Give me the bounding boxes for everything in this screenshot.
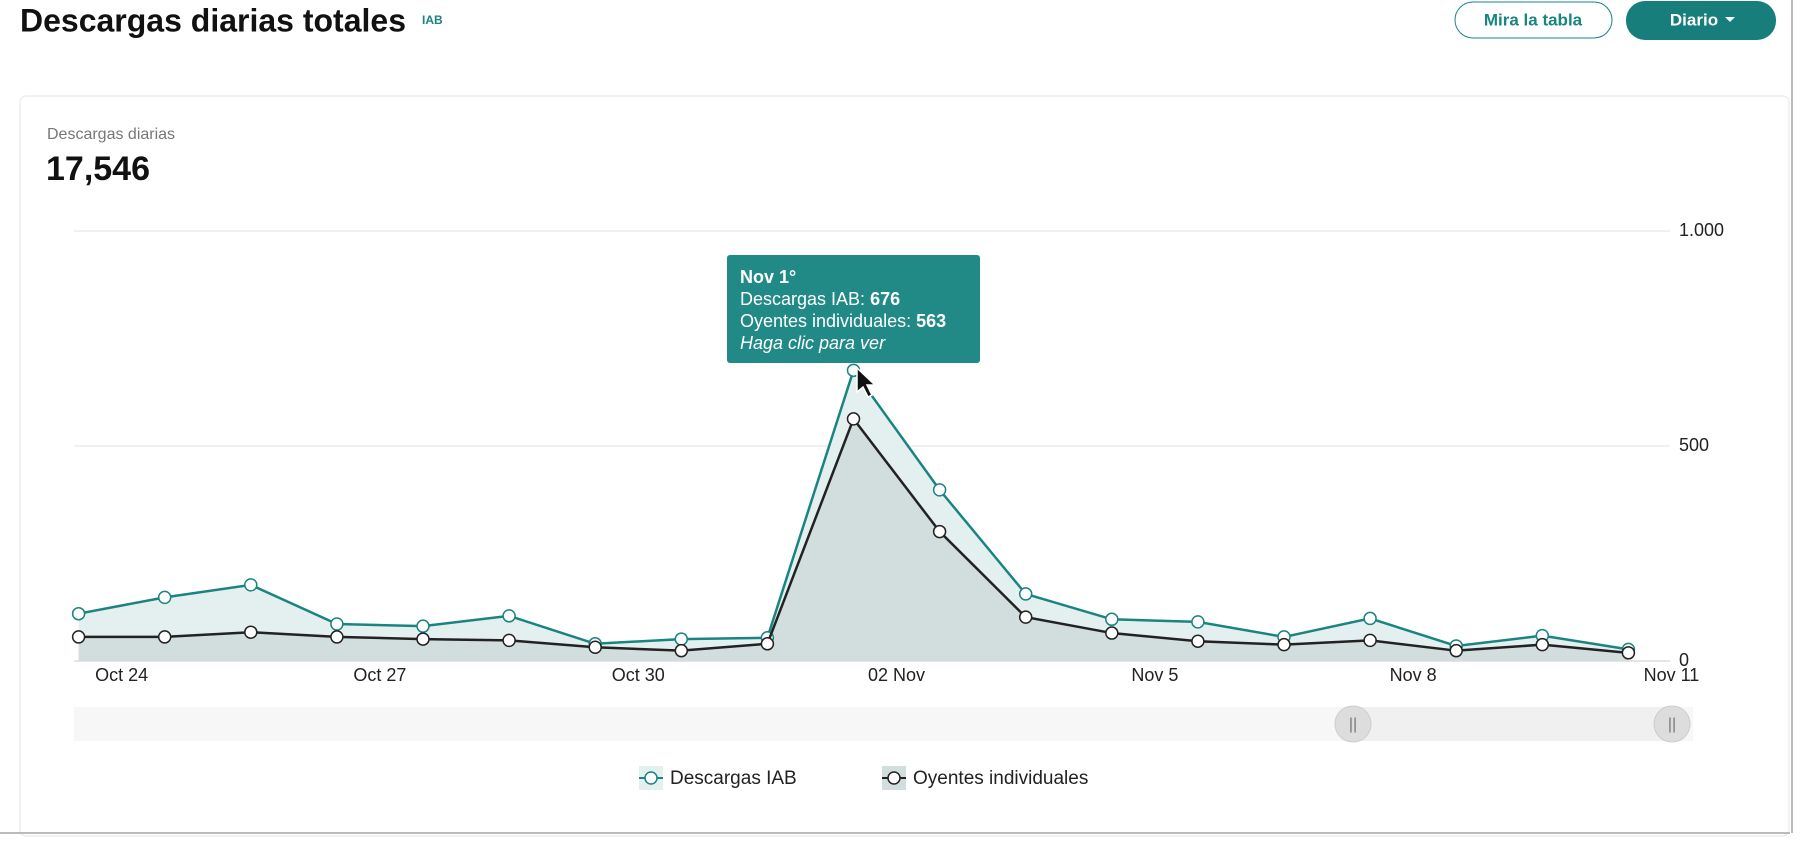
point xyxy=(1363,611,1377,626)
handle-grip: || xyxy=(1349,716,1357,733)
x-tick-label: Nov 5 xyxy=(1131,665,1178,685)
point xyxy=(1018,587,1033,601)
point xyxy=(157,630,172,644)
point xyxy=(1105,626,1119,640)
table-button[interactable] xyxy=(1454,1,1613,39)
handle-grip: || xyxy=(1668,716,1676,733)
legend-label: Oyentes individuales xyxy=(913,768,1088,789)
point xyxy=(760,637,775,651)
legend-marker xyxy=(887,771,901,785)
point xyxy=(674,643,689,658)
period-button-label[interactable]: Diario xyxy=(1670,10,1718,29)
badge: IAB xyxy=(422,13,443,27)
caret xyxy=(1725,17,1735,22)
tooltip-box xyxy=(727,255,980,363)
point xyxy=(244,578,258,592)
legend-marker xyxy=(644,771,658,785)
table-button-label[interactable]: Mira la tabla xyxy=(1484,10,1583,29)
point xyxy=(1191,634,1205,648)
page-title: Descargas diarias totales xyxy=(20,2,406,38)
point xyxy=(932,483,947,497)
point xyxy=(1277,637,1291,652)
tooltip-row-value: 563 xyxy=(916,311,946,331)
tooltip-row-label: Descargas IAB: xyxy=(740,289,870,309)
tooltip-row-label: Oyentes individuales: xyxy=(740,311,916,331)
x-tick-label: 02 Nov xyxy=(868,665,925,685)
tooltip-row: Oyentes individuales: 563 xyxy=(740,311,946,331)
point xyxy=(157,590,172,605)
legend-label: Descargas IAB xyxy=(670,768,797,789)
point xyxy=(588,640,602,654)
range-handle[interactable] xyxy=(1653,705,1691,743)
point xyxy=(71,630,86,644)
range-selection[interactable] xyxy=(1353,707,1672,741)
x-tick-label: Oct 30 xyxy=(612,665,665,685)
tooltip-row-value: 676 xyxy=(870,289,900,309)
point xyxy=(1018,610,1033,624)
point xyxy=(1191,615,1205,629)
point xyxy=(330,617,344,631)
tooltip-hint: Haga clic para ver xyxy=(740,333,886,353)
plot: 0 500 1.000 Oct 24 Oct 27 Oct 30 02 Nov Nov 5 No… xyxy=(71,220,1724,685)
point xyxy=(846,412,861,426)
point xyxy=(1449,643,1463,658)
x-tick-label: Nov 8 xyxy=(1390,665,1437,685)
series-area xyxy=(78,418,1629,661)
card-total: 17,546 xyxy=(46,150,150,188)
point xyxy=(932,524,947,539)
point xyxy=(1363,633,1377,648)
y-tick-label: 500 xyxy=(1679,435,1709,455)
point xyxy=(502,633,516,648)
tooltip-title: Nov 1° xyxy=(740,267,796,287)
point xyxy=(330,630,344,644)
point xyxy=(502,609,516,623)
cursor xyxy=(856,366,877,399)
point xyxy=(674,632,689,646)
range-handle[interactable] xyxy=(1334,705,1372,743)
point xyxy=(416,632,430,646)
y-tick-label: 0 xyxy=(1679,650,1689,670)
point xyxy=(1535,637,1550,652)
x-tick-label: Oct 24 xyxy=(95,665,148,685)
card-label: Descargas diarias xyxy=(47,126,175,143)
point xyxy=(244,625,258,639)
point xyxy=(1105,612,1119,627)
tooltip-row: Descargas IAB: 676 xyxy=(740,289,900,309)
period-button[interactable] xyxy=(1626,1,1776,40)
point xyxy=(416,619,430,633)
x-tick-label: Oct 27 xyxy=(353,665,406,685)
y-tick-label: 1.000 xyxy=(1679,220,1724,240)
point xyxy=(71,606,86,621)
x-tick-label: Nov 11 xyxy=(1644,665,1700,685)
point xyxy=(1621,646,1636,660)
